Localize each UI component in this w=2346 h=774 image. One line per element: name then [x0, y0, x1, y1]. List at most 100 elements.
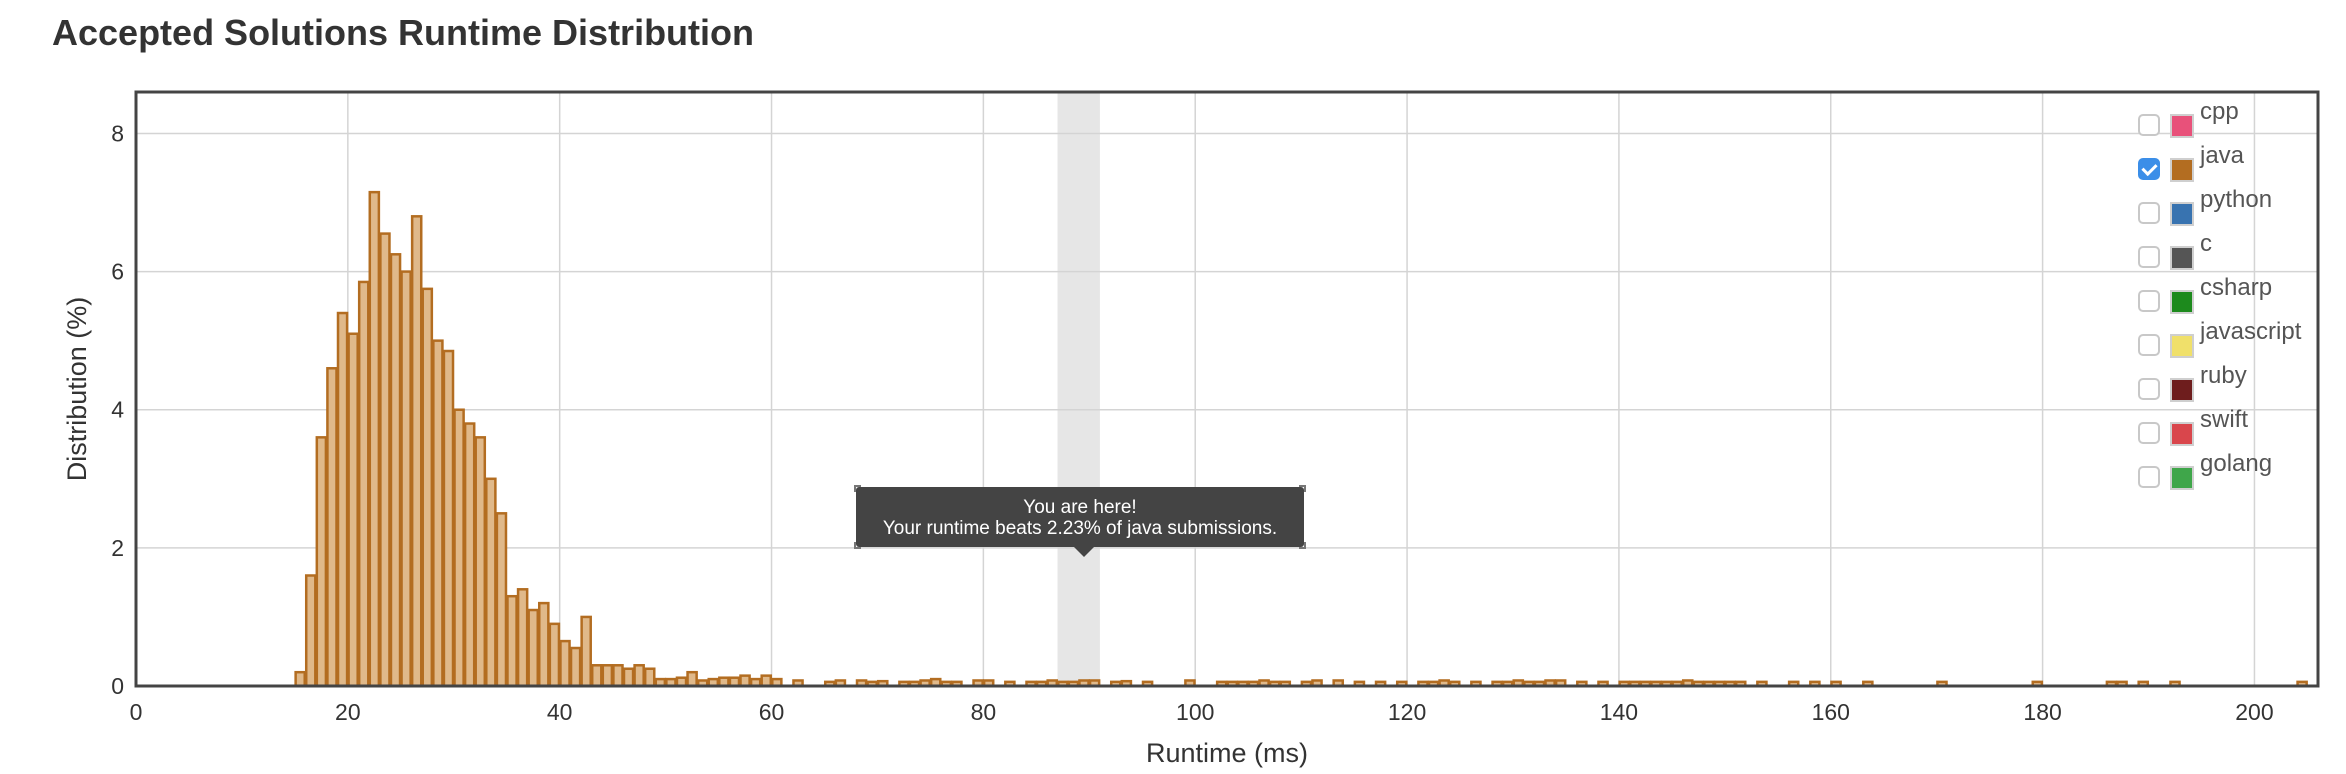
y-tick-label: 4 — [111, 397, 124, 423]
legend-checkbox[interactable] — [2138, 158, 2160, 180]
x-tick-label: 160 — [1812, 699, 1850, 725]
legend-checkbox[interactable] — [2138, 246, 2160, 268]
x-tick-label: 120 — [1388, 699, 1426, 725]
legend-color-swatch — [2170, 422, 2194, 446]
legend-color-swatch — [2170, 466, 2194, 490]
histogram-bar[interactable] — [442, 349, 455, 688]
histogram-bar[interactable] — [643, 667, 656, 688]
legend-label: cpp — [2200, 98, 2239, 125]
tooltip-corner — [854, 485, 861, 492]
histogram-bar[interactable] — [622, 667, 635, 688]
legend-checkbox[interactable] — [2138, 466, 2160, 488]
histogram-bar[interactable] — [633, 664, 645, 688]
y-tick-label: 8 — [111, 120, 124, 146]
histogram-bar[interactable] — [506, 594, 518, 688]
legend-checkbox[interactable] — [2138, 202, 2160, 224]
histogram-bar[interactable] — [347, 332, 359, 688]
legend-item-javascript[interactable]: javascript — [2138, 318, 2338, 368]
tooltip-corner — [854, 542, 861, 549]
runtime-tooltip: You are here! Your runtime beats 2.23% o… — [854, 485, 1306, 557]
highlight-band-layer — [1057, 92, 1100, 686]
x-tick-label: 20 — [335, 699, 361, 725]
legend-color-swatch — [2170, 378, 2194, 402]
histogram-bar[interactable] — [538, 601, 550, 688]
legend-label: swift — [2200, 406, 2248, 433]
y-axis-title: Distribution (%) — [62, 297, 92, 482]
histogram-bar[interactable] — [580, 615, 592, 688]
histogram-bar[interactable] — [548, 622, 561, 688]
histogram-bar[interactable] — [590, 664, 603, 688]
legend-label: python — [2200, 186, 2273, 213]
legend-checkbox[interactable] — [2138, 114, 2160, 136]
tooltip-corner — [1299, 542, 1306, 549]
language-legend: cpp java python c csharp javascript ruby swift g… — [2138, 98, 2338, 500]
histogram-bar[interactable] — [368, 190, 381, 688]
x-tick-label: 60 — [759, 699, 785, 725]
histogram-bar[interactable] — [612, 664, 624, 688]
histogram-bar[interactable] — [432, 339, 444, 688]
histogram-bar[interactable] — [601, 664, 614, 688]
histogram-bar[interactable] — [569, 646, 582, 688]
legend-item-java[interactable]: java — [2138, 142, 2338, 192]
histogram-bar[interactable] — [315, 436, 328, 688]
tick-label-layer: 0 20 40 60 80 100 120 140 160 180 200 0 2 4 6 8 — [111, 120, 2273, 725]
histogram-bar[interactable] — [516, 588, 529, 688]
legend-checkbox[interactable] — [2138, 290, 2160, 312]
histogram-bar[interactable] — [304, 574, 317, 688]
tooltip-title: You are here! — [1023, 497, 1137, 518]
y-tick-label: 6 — [111, 259, 124, 285]
legend-color-swatch — [2170, 158, 2194, 182]
legend-item-c[interactable]: c — [2138, 230, 2338, 280]
legend-checkbox[interactable] — [2138, 334, 2160, 356]
bar-layer — [294, 190, 2308, 688]
histogram-bar[interactable] — [474, 436, 487, 688]
legend-label: golang — [2200, 450, 2273, 477]
histogram-bar[interactable] — [294, 670, 306, 688]
histogram-bar[interactable] — [389, 253, 402, 688]
legend-item-swift[interactable]: swift — [2138, 406, 2338, 456]
plot-area-frame — [134, 90, 2320, 688]
x-tick-label: 80 — [971, 699, 997, 725]
histogram-bar[interactable] — [495, 512, 508, 688]
legend-item-ruby[interactable]: ruby — [2138, 362, 2338, 412]
legend-checkbox[interactable] — [2138, 378, 2160, 400]
histogram-bar[interactable] — [686, 670, 698, 688]
legend-label: ruby — [2200, 362, 2247, 389]
legend-color-swatch — [2170, 334, 2194, 358]
legend-checkbox[interactable] — [2138, 422, 2160, 444]
legend-color-swatch — [2170, 114, 2194, 138]
legend-item-golang[interactable]: golang — [2138, 450, 2338, 500]
histogram-bar[interactable] — [463, 422, 476, 688]
histogram-bar[interactable] — [336, 311, 349, 688]
legend-item-csharp[interactable]: csharp — [2138, 274, 2338, 324]
histogram-bar[interactable] — [559, 639, 571, 688]
legend-item-cpp[interactable]: cpp — [2138, 98, 2338, 148]
legend-label: javascript — [2200, 318, 2302, 345]
histogram-bar[interactable] — [453, 408, 465, 688]
legend-color-swatch — [2170, 290, 2194, 314]
legend-color-swatch — [2170, 246, 2194, 270]
tooltip-corner — [1299, 485, 1306, 492]
legend-label: c — [2200, 230, 2212, 257]
histogram-bar[interactable] — [760, 674, 773, 688]
tooltip-message: Your runtime beats 2.23% of java submiss… — [882, 518, 1278, 539]
x-axis-title: Runtime (ms) — [1146, 738, 1308, 768]
y-tick-label: 0 — [111, 673, 124, 699]
histogram-bar[interactable] — [357, 280, 370, 688]
histogram-bar[interactable] — [485, 477, 497, 688]
histogram-bar[interactable] — [400, 270, 412, 688]
histogram-bar[interactable] — [527, 608, 540, 688]
x-tick-label: 0 — [130, 699, 143, 725]
x-tick-label: 100 — [1176, 699, 1214, 725]
histogram-bar[interactable] — [410, 215, 423, 688]
your-runtime-highlight — [1057, 92, 1100, 686]
x-tick-label: 200 — [2235, 699, 2273, 725]
histogram-bar[interactable] — [379, 232, 391, 688]
histogram-bar[interactable] — [739, 674, 751, 688]
histogram-bar[interactable] — [326, 367, 338, 688]
legend-color-swatch — [2170, 202, 2194, 226]
legend-item-python[interactable]: python — [2138, 186, 2338, 236]
x-tick-label: 180 — [2023, 699, 2061, 725]
histogram-bar[interactable] — [421, 287, 434, 688]
